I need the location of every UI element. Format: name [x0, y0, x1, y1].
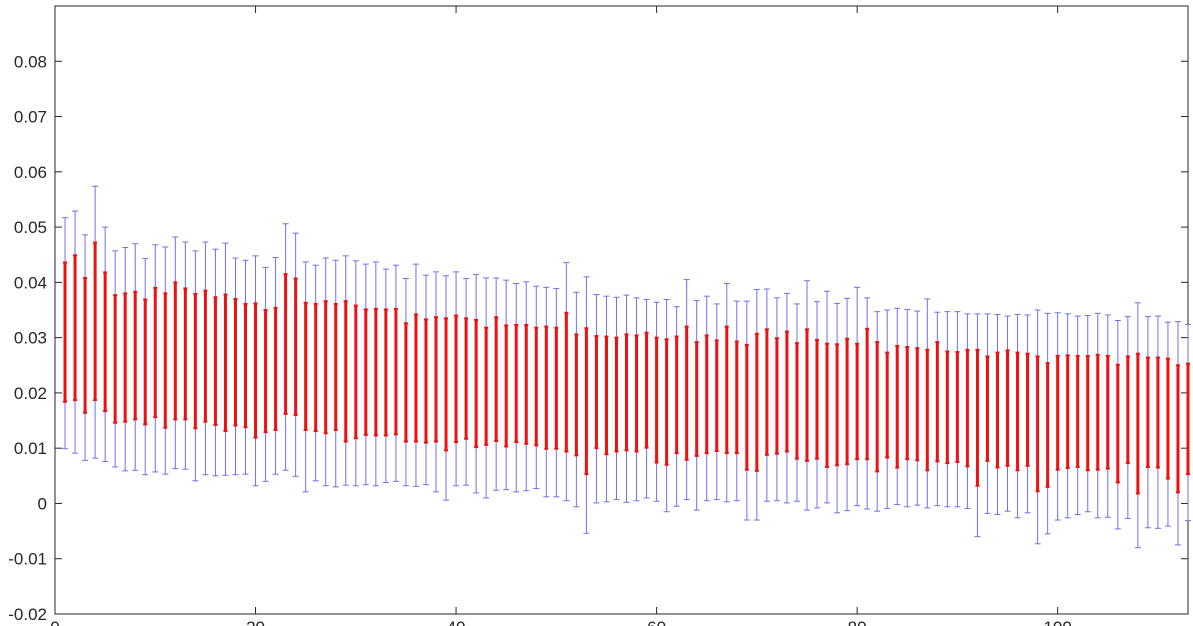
x-tick-label: 0	[50, 618, 59, 626]
y-tick-label: -0.01	[8, 550, 47, 569]
y-tick-label: -0.02	[8, 605, 47, 624]
y-tick-label: 0.06	[14, 163, 47, 182]
y-tick-label: 0.07	[14, 108, 47, 127]
y-tick-label: 0.01	[14, 439, 47, 458]
y-tick-label: 0.02	[14, 384, 47, 403]
y-tick-label: 0.05	[14, 218, 47, 237]
y-tick-label: 0	[38, 494, 47, 513]
x-tick-label: 40	[447, 618, 466, 626]
inner-errorbar-series	[63, 241, 1190, 495]
y-axis: -0.02 -0.01 0 0.01 0.02 0.03 0.04 0.05 0.06 0.07 0…	[8, 52, 1188, 624]
x-axis: 0 20 40 60 80 100	[50, 6, 1072, 626]
x-tick-label: 80	[848, 618, 867, 626]
x-tick-label: 100	[1043, 618, 1071, 626]
x-tick-label: 20	[246, 618, 265, 626]
axes-frame	[54, 5, 1189, 615]
x-tick-label: 60	[647, 618, 666, 626]
y-tick-label: 0.04	[14, 273, 47, 292]
y-tick-label: 0.08	[14, 52, 47, 71]
plot-area-box	[54, 5, 1189, 615]
y-tick-label: 0.03	[14, 329, 47, 348]
